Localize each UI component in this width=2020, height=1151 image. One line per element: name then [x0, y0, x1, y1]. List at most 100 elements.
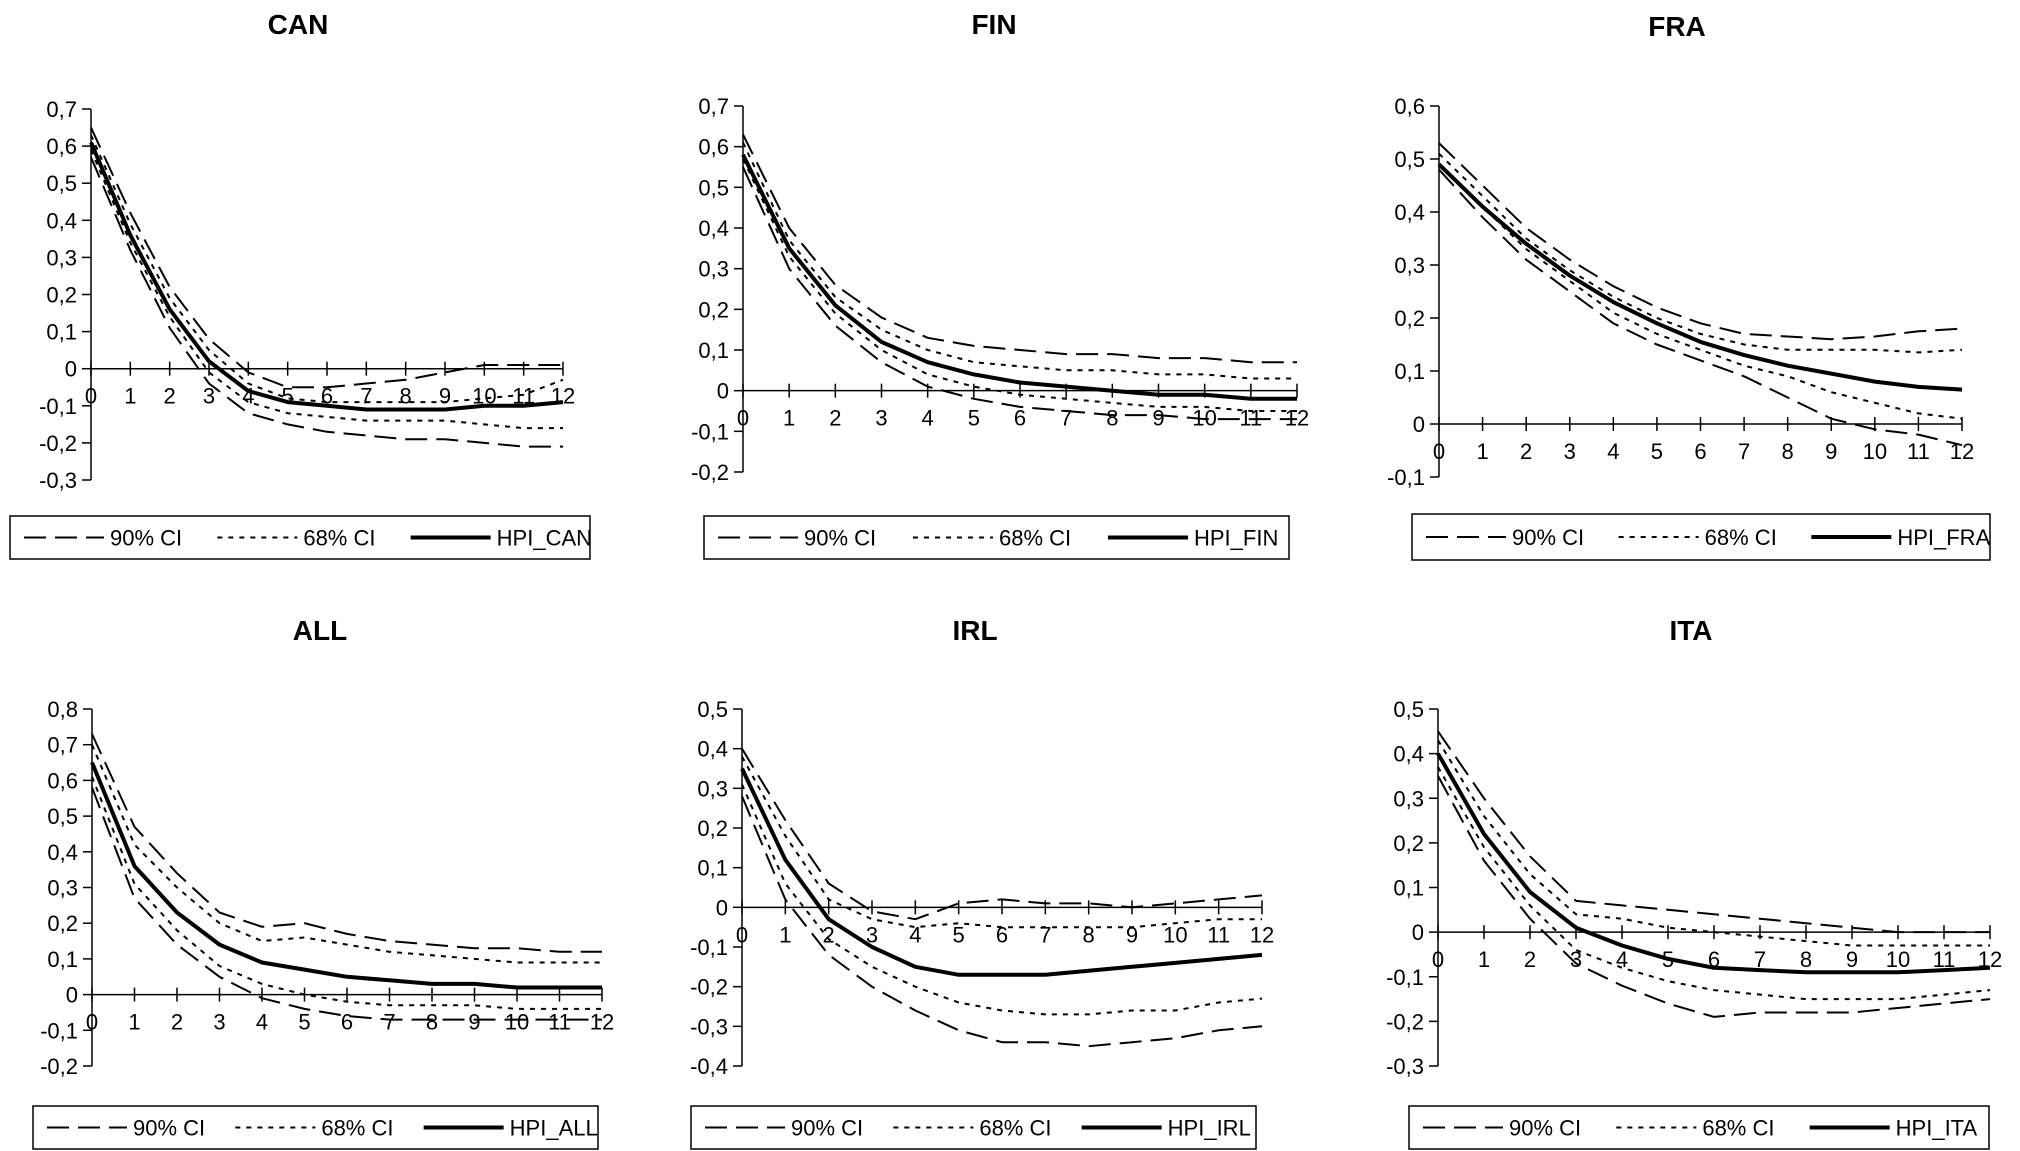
x-tick-label: 0: [85, 384, 97, 409]
y-tick-label: 0,4: [1394, 200, 1425, 225]
x-tick-label: 10: [1163, 922, 1187, 947]
series-line-dot-2: [741, 756, 1262, 929]
x-tick-label: 4: [256, 1010, 268, 1035]
legend-label: 90% CI: [791, 1116, 863, 1141]
x-tick-label: 8: [426, 1010, 438, 1035]
legend-label: HPI_IRL: [1168, 1116, 1251, 1141]
y-tick-label: 0,1: [697, 856, 728, 881]
legend-label: 90% CI: [1509, 1116, 1581, 1141]
series-line-dash-1: [741, 795, 1263, 1048]
legend-box: [690, 1105, 1257, 1150]
series-line-dot-2: [91, 744, 602, 964]
legend: 90% CI 68% CI HPI_CAN: [9, 515, 592, 560]
y-tick-label: 0: [1413, 412, 1425, 437]
legend-box: [1408, 1105, 1990, 1150]
x-tick-label: 11: [512, 384, 535, 409]
y-tick-label: -0,2: [40, 1054, 78, 1079]
x-tick-label: 4: [922, 406, 934, 431]
x-tick-label: 8: [1800, 947, 1812, 972]
chart-title: FIN: [971, 9, 1016, 40]
y-tick-label: 0,5: [46, 171, 77, 196]
x-tick-label: 11: [1207, 922, 1230, 947]
x-tick-label: 10: [1863, 439, 1887, 464]
series-line-dash-0: [742, 134, 1297, 364]
chart-title: ALL: [293, 615, 347, 646]
x-tick-label: 9: [1126, 922, 1138, 947]
y-tick-label: 0,7: [47, 733, 78, 758]
y-tick-label: 0,3: [697, 776, 728, 801]
y-tick-label: 0,2: [698, 297, 729, 322]
x-tick-label: 9: [1825, 439, 1837, 464]
x-tick-label: 2: [829, 406, 841, 431]
y-tick-label: 0: [65, 357, 77, 382]
series-line-dash-0: [1437, 730, 1990, 934]
x-tick-label: 5: [968, 406, 980, 431]
y-tick-label: 0,1: [46, 320, 77, 345]
chart-title: ITA: [1669, 615, 1712, 646]
x-tick-label: 3: [213, 1010, 225, 1035]
x-tick-label: 1: [779, 922, 791, 947]
series-line-dash-1: [742, 166, 1297, 421]
legend-label: HPI_FRA: [1897, 525, 1990, 550]
y-tick-label: 0: [717, 379, 729, 404]
series-line-dash-1: [1438, 168, 1963, 447]
y-tick-label: 0,1: [47, 947, 78, 972]
legend: 90% CI 68% CI HPI_ITA: [1408, 1105, 1990, 1150]
x-tick-label: 11: [548, 1010, 571, 1035]
x-tick-label: 10: [1886, 947, 1910, 972]
legend: 90% CI 68% CI HPI_FRA: [1411, 513, 1991, 561]
series-line-dash-1: [91, 787, 602, 1021]
chart-panel-fra: FRA 0,6 0,5 0,4 0,3 0,2 0,1 0 -0,1 0 1 2 3 4 5 6 7 8 9 10 11…: [1387, 11, 1991, 561]
x-tick-label: 12: [551, 384, 575, 409]
y-tick-label: -0,2: [690, 975, 728, 1000]
series-line-dot-3: [741, 783, 1263, 1016]
chart-title: IRL: [952, 615, 997, 646]
chart-title: CAN: [268, 9, 329, 40]
legend-label: HPI_ITA: [1896, 1116, 1978, 1141]
y-tick-label: -0,3: [1386, 1054, 1424, 1079]
x-tick-label: 11: [1907, 439, 1930, 464]
y-tick-label: -0,1: [1386, 965, 1424, 990]
y-tick-label: 0,6: [47, 768, 78, 793]
y-tick-label: 0,3: [46, 245, 77, 270]
x-tick-label: 5: [282, 384, 294, 409]
x-tick-label: 3: [866, 922, 878, 947]
legend-box: [9, 515, 591, 560]
series-line-dash-0: [91, 733, 602, 953]
x-tick-label: 5: [298, 1010, 310, 1035]
x-tick-label: 4: [1616, 947, 1628, 972]
series-line-solid-4: [90, 761, 602, 990]
x-tick-label: 3: [875, 406, 887, 431]
legend-box: [1411, 513, 1991, 561]
series-line-solid-4: [89, 141, 564, 412]
y-tick-label: 0: [1412, 920, 1424, 945]
y-tick-label: 0,3: [47, 876, 78, 901]
y-tick-label: -0,3: [690, 1014, 728, 1039]
series-line-dot-3: [1438, 163, 1963, 420]
y-tick-label: 0,2: [46, 283, 77, 308]
legend-label: 68% CI: [1705, 525, 1777, 550]
y-tick-label: -0,1: [691, 419, 729, 444]
legend-box: [703, 515, 1290, 560]
x-tick-label: 12: [1250, 922, 1274, 947]
legend-label: 68% CI: [1702, 1116, 1774, 1141]
series-line-dash-1: [90, 156, 563, 448]
legend-label: 68% CI: [979, 1116, 1051, 1141]
legend-label: HPI_ALL: [510, 1116, 598, 1141]
y-tick-label: 0: [716, 895, 728, 920]
x-tick-label: 7: [1060, 406, 1072, 431]
series-line-solid-4: [740, 767, 1263, 977]
x-tick-label: 7: [1039, 922, 1051, 947]
y-tick-label: 0,6: [46, 134, 77, 159]
legend-label: 90% CI: [1512, 525, 1584, 550]
series-line-dash-0: [1438, 142, 1963, 341]
series-line-solid-4: [1437, 162, 1963, 392]
chart-panel-fin: FIN 0,7 0,6 0,5 0,4 0,3 0,2 0,1 0 -0,1 -0,2 0 1 2 3 4 5 6…: [691, 9, 1309, 560]
y-tick-label: 0,4: [1393, 742, 1424, 767]
series-line-dot-2: [1438, 152, 1963, 354]
x-tick-label: 9: [1152, 406, 1164, 431]
y-tick-label: 0,4: [47, 840, 78, 865]
